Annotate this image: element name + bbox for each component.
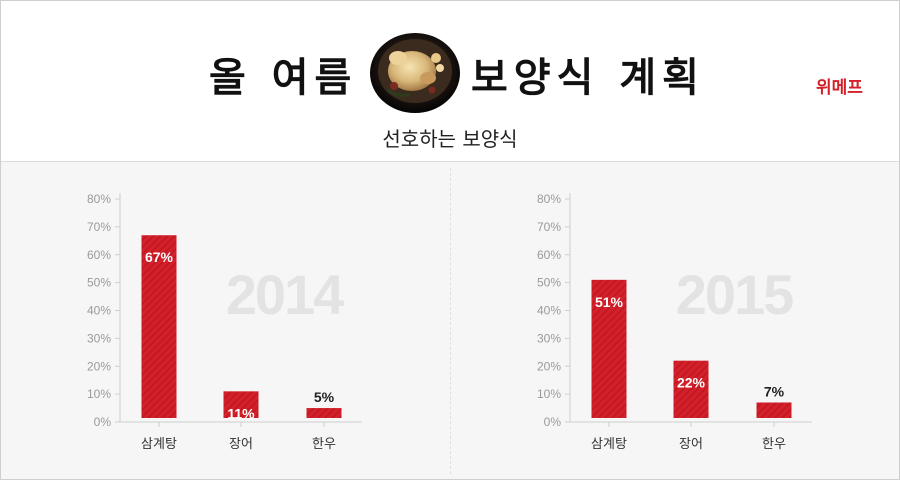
y-tick-label: 70%	[87, 220, 111, 234]
data-label: 22%	[677, 375, 706, 391]
data-label: 51%	[595, 294, 624, 310]
category-label: 장어	[679, 437, 703, 452]
bar-삼계탕	[591, 279, 627, 418]
samgyetang-bowl-icon	[370, 33, 460, 113]
y-tick-label: 60%	[537, 248, 561, 262]
brand-logo: 위메프	[816, 78, 863, 98]
category-label: 한우	[762, 437, 786, 452]
y-tick-label: 10%	[537, 387, 561, 401]
year-watermark: 2014	[226, 263, 344, 326]
data-label: 11%	[227, 405, 255, 421]
header: 올 여름 보양식 계획 위메프 선호하는 보양식	[1, 1, 899, 162]
category-label: 삼계탕	[591, 437, 627, 452]
title-right: 보양식 계획	[471, 54, 705, 101]
y-tick-label: 20%	[87, 359, 111, 373]
year-watermark: 2015	[676, 263, 793, 326]
category-label: 장어	[229, 437, 253, 452]
y-tick-label: 70%	[537, 220, 561, 234]
y-tick-label: 60%	[87, 248, 111, 262]
title-left: 올 여름	[209, 54, 358, 101]
chart-2014: 2014 0% 10% 20% 30% 40% 50% 60% 70% 80% 67% 삼계탕 11% 장…	[0, 162, 450, 480]
data-label: 5%	[314, 389, 335, 405]
chart-2014-svg: 2014 0% 10% 20% 30% 40% 50% 60% 70% 80% 67% 삼계탕 11% 장…	[87, 192, 362, 452]
y-tick-label: 30%	[537, 331, 561, 345]
bar-장어	[223, 391, 259, 418]
y-tick-label: 50%	[87, 276, 111, 290]
y-tick-label: 0%	[94, 415, 112, 429]
chart-divider	[450, 168, 451, 474]
y-tick-label: 80%	[87, 192, 111, 206]
y-tick-label: 30%	[87, 331, 111, 345]
y-tick-label: 0%	[544, 415, 562, 429]
category-label: 삼계탕	[141, 437, 177, 452]
y-tick-label: 80%	[537, 192, 561, 206]
category-label: 한우	[312, 437, 336, 452]
bar-장어	[673, 360, 709, 418]
subtitle: 선호하는 보양식	[382, 127, 518, 151]
y-tick-label: 40%	[537, 304, 561, 318]
y-tick-label: 20%	[537, 359, 561, 373]
y-tick-label: 10%	[87, 387, 111, 401]
chart-2015: 2015 0% 10% 20% 30% 40% 50% 60% 70% 80% 51% 삼계탕 22% 장…	[450, 162, 900, 480]
chart-2015-svg: 2015 0% 10% 20% 30% 40% 50% 60% 70% 80% 51% 삼계탕 22% 장…	[537, 192, 812, 452]
bar-삼계탕	[141, 235, 177, 418]
data-label: 7%	[764, 383, 785, 399]
y-tick-label: 50%	[537, 276, 561, 290]
y-tick-label: 40%	[87, 304, 111, 318]
data-label: 67%	[145, 249, 174, 265]
bar-한우	[306, 408, 342, 418]
bar-한우	[756, 402, 792, 418]
